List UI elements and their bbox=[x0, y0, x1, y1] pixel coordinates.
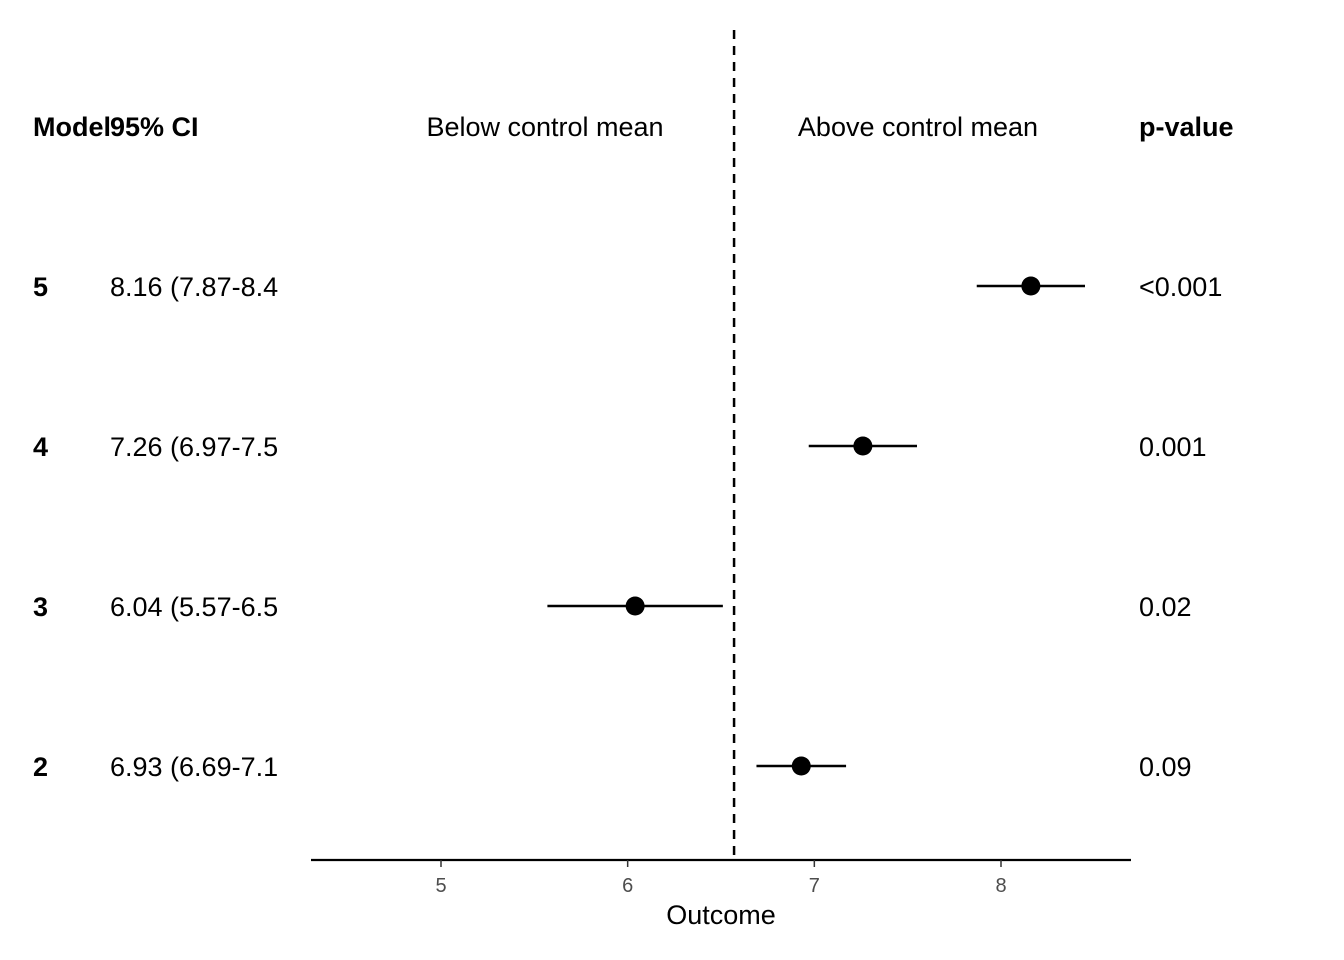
point-estimate bbox=[1021, 276, 1041, 296]
row-pvalue: 0.02 bbox=[1139, 592, 1192, 622]
row-model-label: 2 bbox=[33, 752, 48, 782]
header-model: Model bbox=[33, 112, 111, 142]
row-model-label: 5 bbox=[33, 272, 48, 302]
forest-row-model-4: 4 7.26 (6.97-7.5 0.001 bbox=[33, 432, 1207, 462]
forest-row-model-2: 2 6.93 (6.69-7.1 0.09 bbox=[33, 752, 1192, 782]
x-axis-label: Outcome bbox=[666, 900, 776, 930]
row-pvalue: 0.09 bbox=[1139, 752, 1192, 782]
header-pvalue: p-value bbox=[1139, 112, 1234, 142]
x-tick-label: 5 bbox=[435, 875, 446, 897]
row-ci-text: 8.16 (7.87-8.4 bbox=[110, 272, 278, 302]
x-tick-label: 8 bbox=[995, 875, 1006, 897]
header-below-control: Below control mean bbox=[426, 112, 663, 142]
row-pvalue: <0.001 bbox=[1139, 272, 1222, 302]
x-tick-label: 6 bbox=[622, 875, 633, 897]
row-model-label: 4 bbox=[33, 432, 48, 462]
row-ci-text: 7.26 (6.97-7.5 bbox=[110, 432, 278, 462]
point-estimate bbox=[625, 596, 645, 616]
row-model-label: 3 bbox=[33, 592, 48, 622]
row-pvalue: 0.001 bbox=[1139, 432, 1207, 462]
header-above-control: Above control mean bbox=[798, 112, 1038, 142]
point-estimate bbox=[791, 756, 811, 776]
forest-row-model-3: 3 6.04 (5.57-6.5 0.02 bbox=[33, 592, 1192, 622]
point-estimate bbox=[853, 436, 873, 456]
forest-row-model-5: 5 8.16 (7.87-8.4 <0.001 bbox=[33, 272, 1222, 302]
row-ci-text: 6.04 (5.57-6.5 bbox=[110, 592, 278, 622]
x-tick-label: 7 bbox=[809, 875, 820, 897]
row-ci-text: 6.93 (6.69-7.1 bbox=[110, 752, 278, 782]
header-ci: 95% CI bbox=[110, 112, 199, 142]
